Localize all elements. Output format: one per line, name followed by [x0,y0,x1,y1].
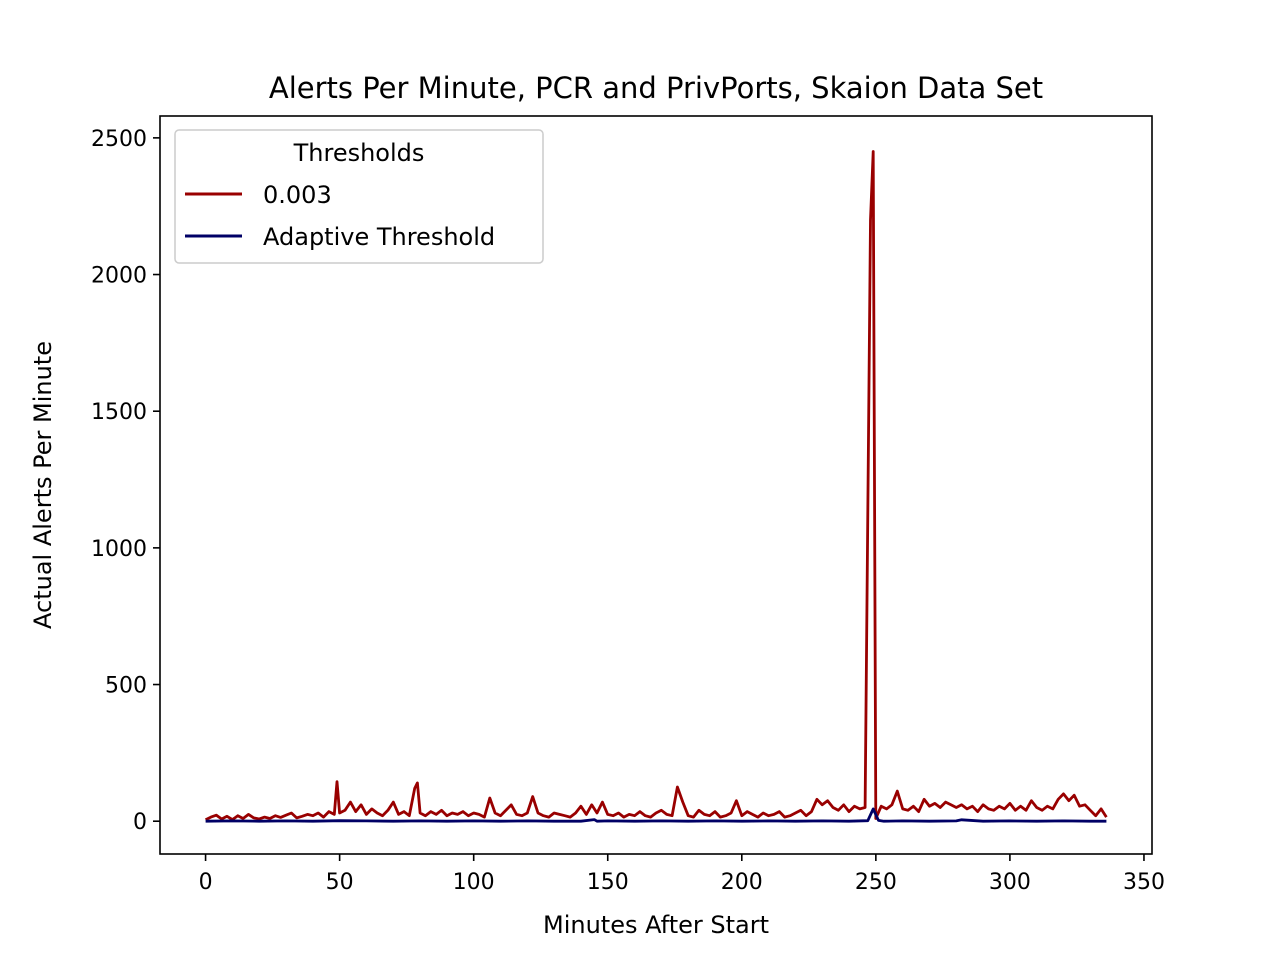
plot-frame [159,115,1153,855]
x-tick-label: 150 [587,870,629,895]
legend-label-1: Adaptive Threshold [263,223,495,251]
y-tick-label: 500 [105,674,147,699]
y-tick-label: 1000 [91,537,147,562]
y-tick-label: 1500 [91,400,147,425]
legend-title: Thresholds [293,139,425,167]
y-tick-label: 2000 [91,264,147,289]
y-axis: 0 500 1000 1500 2000 2500 [91,127,160,835]
legend-label-0: 0.003 [263,181,332,209]
x-tick-label: 0 [199,870,213,895]
x-tick-label: 200 [721,870,763,895]
x-tick-label: 100 [453,870,495,895]
series-line-0 [204,150,1108,822]
y-tick-label: 2500 [91,127,147,152]
legend-entries: 0.003 Adaptive Threshold [185,181,495,251]
legend-box [174,129,544,264]
x-axis: 0 50 100 150 200 250 300 350 [199,854,1165,895]
plot-area [204,150,1108,823]
x-axis-title: Minutes After Start [543,911,769,939]
x-tick-label: 350 [1123,870,1165,895]
x-tick-label: 250 [855,870,897,895]
y-axis-title: Actual Alerts Per Minute [29,341,57,629]
series-line-1 [205,807,1107,823]
chart-title: Alerts Per Minute, PCR and PrivPorts, Sk… [269,71,1043,105]
y-tick-label: 0 [133,810,147,835]
x-tick-label: 50 [326,870,354,895]
x-tick-label: 300 [989,870,1031,895]
legend: Thresholds 0.003 Adaptive Threshold [174,129,544,264]
